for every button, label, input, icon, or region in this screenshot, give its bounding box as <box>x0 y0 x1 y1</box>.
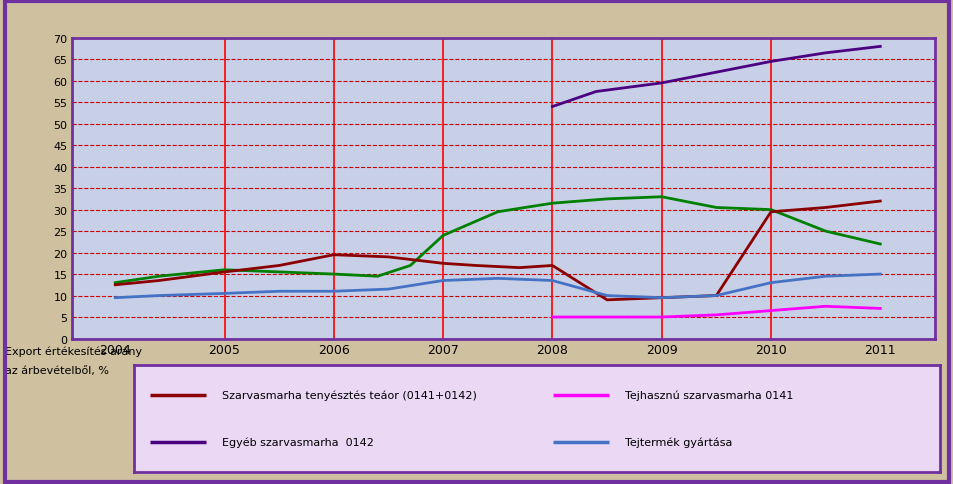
Text: az árbevételből, %: az árbevételből, % <box>5 365 109 376</box>
Text: Export értékesítés arány: Export értékesítés arány <box>5 346 142 357</box>
Text: Tejhasznú szarvasmarha 0141: Tejhasznú szarvasmarha 0141 <box>624 390 793 400</box>
Text: Szarvasmarha tenyésztés teáor (0141+0142): Szarvasmarha tenyésztés teáor (0141+0142… <box>222 390 476 400</box>
Text: Egyéb szarvasmarha  0142: Egyéb szarvasmarha 0142 <box>222 437 374 447</box>
Text: Tejtermék gyártása: Tejtermék gyártása <box>624 437 732 447</box>
